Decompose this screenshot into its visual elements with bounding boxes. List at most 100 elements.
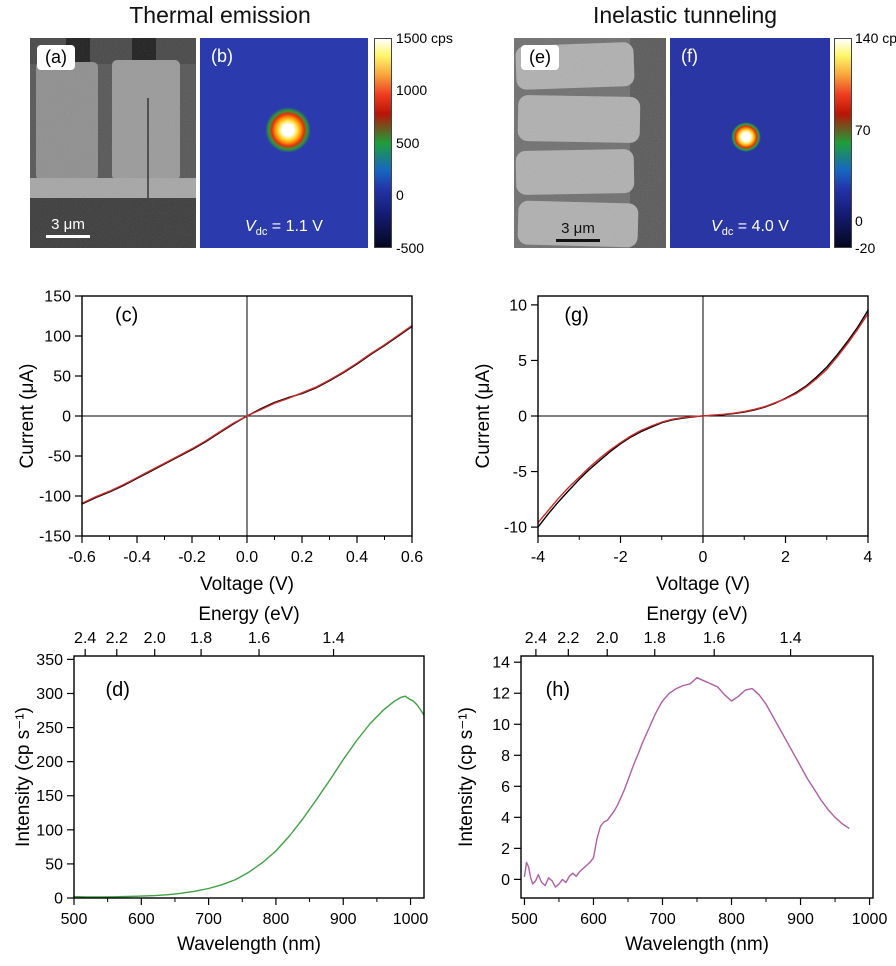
svg-text:1.6: 1.6 xyxy=(248,630,270,647)
svg-text:0.6: 0.6 xyxy=(401,549,423,566)
svg-text:0: 0 xyxy=(518,409,527,426)
panel-label-e: (e) xyxy=(521,45,559,70)
svg-text:1000: 1000 xyxy=(852,911,888,928)
colorbar-tick-label: 0 xyxy=(396,187,404,203)
panel-label-f: (f) xyxy=(681,46,698,66)
svg-text:700: 700 xyxy=(649,911,676,928)
sem-image-e: (e) 3 μm xyxy=(514,38,666,248)
svg-text:-0.6: -0.6 xyxy=(68,549,96,566)
bias-label-f: Vdc = 4.0 V xyxy=(670,218,830,238)
svg-text:Intensity (cp s⁻¹): Intensity (cp s⁻¹) xyxy=(13,707,34,847)
svg-text:1000: 1000 xyxy=(393,911,429,928)
svg-text:800: 800 xyxy=(718,911,745,928)
svg-text:150: 150 xyxy=(44,289,71,306)
svg-text:50: 50 xyxy=(45,856,63,873)
svg-text:-100: -100 xyxy=(39,489,71,506)
svg-text:(h): (h) xyxy=(546,679,570,701)
svg-text:Wavelength (nm): Wavelength (nm) xyxy=(177,934,321,955)
svg-text:1.8: 1.8 xyxy=(190,630,212,647)
scalebar-e-bar xyxy=(556,239,600,242)
bias-value: = 4.0 V xyxy=(733,217,789,235)
svg-text:2.4: 2.4 xyxy=(525,630,547,647)
spectrum-chart-thermal: 500 600 700 800 900 1000 0 50 100 150 200 250 300 350… xyxy=(13,604,429,955)
colorbar-tick-label: -500 xyxy=(396,240,425,256)
svg-text:Energy (eV): Energy (eV) xyxy=(646,604,747,625)
scalebar-a-bar xyxy=(46,235,90,238)
svg-text:0: 0 xyxy=(62,409,71,426)
svg-text:5: 5 xyxy=(518,353,527,370)
emission-spot-f xyxy=(729,120,763,154)
svg-text:-0.4: -0.4 xyxy=(123,549,151,566)
svg-text:-0.2: -0.2 xyxy=(178,549,206,566)
svg-text:500: 500 xyxy=(61,911,88,928)
scalebar-e: 3 μm xyxy=(556,220,600,242)
svg-text:Wavelength (nm): Wavelength (nm) xyxy=(625,934,769,955)
column-title-inelastic: Inelastic tunneling xyxy=(592,2,778,28)
svg-text:0: 0 xyxy=(699,549,708,566)
bias-symbol: V xyxy=(245,217,256,235)
svg-text:1.8: 1.8 xyxy=(644,630,666,647)
svg-text:0.2: 0.2 xyxy=(291,549,313,566)
colorbar-tick-label: -20 xyxy=(855,240,876,256)
colorbar-thermal xyxy=(374,38,392,248)
svg-text:-5: -5 xyxy=(513,464,527,481)
svg-text:0: 0 xyxy=(54,891,63,908)
svg-text:(c): (c) xyxy=(115,305,138,327)
svg-text:10: 10 xyxy=(509,297,527,314)
svg-text:250: 250 xyxy=(36,720,63,737)
svg-text:14: 14 xyxy=(492,655,510,672)
scalebar-e-text: 3 μm xyxy=(561,220,595,237)
svg-text:1.4: 1.4 xyxy=(779,630,801,647)
svg-text:600: 600 xyxy=(128,911,155,928)
svg-text:4: 4 xyxy=(864,549,873,566)
spectrum-chart-inelastic: 500 600 700 800 900 1000 0 2 4 6 8 10 12 14 2.4 2.2 2.0 1… xyxy=(456,604,888,955)
panel-label-a: (a) xyxy=(37,45,75,70)
svg-text:0: 0 xyxy=(501,872,510,889)
svg-text:50: 50 xyxy=(53,369,71,386)
svg-text:8: 8 xyxy=(501,748,510,765)
svg-text:Intensity (cp s⁻¹): Intensity (cp s⁻¹) xyxy=(456,707,477,847)
svg-text:2.2: 2.2 xyxy=(557,630,579,647)
emission-map-f: (f) Vdc = 4.0 V xyxy=(670,38,830,248)
svg-text:1.4: 1.4 xyxy=(322,630,344,647)
svg-text:-4: -4 xyxy=(531,549,545,566)
svg-text:Energy (eV): Energy (eV) xyxy=(198,604,299,625)
svg-text:10: 10 xyxy=(492,717,510,734)
colorbar-thermal-labels: 1500 cps 1000 500 0 -500 xyxy=(396,30,466,256)
svg-text:300: 300 xyxy=(36,686,63,703)
sem-graphic-e xyxy=(514,38,666,248)
column-title-thermal: Thermal emission xyxy=(129,2,311,28)
svg-text:-50: -50 xyxy=(48,449,71,466)
svg-text:12: 12 xyxy=(492,686,510,703)
svg-text:200: 200 xyxy=(36,754,63,771)
svg-text:2.0: 2.0 xyxy=(144,630,166,647)
colorbar-tick-label: 1000 xyxy=(396,82,428,98)
scalebar-a-text: 3 μm xyxy=(51,216,85,233)
colorbar-tick-label: 500 xyxy=(396,135,420,151)
svg-text:-2: -2 xyxy=(613,549,627,566)
svg-text:500: 500 xyxy=(511,911,538,928)
svg-text:2.2: 2.2 xyxy=(106,630,128,647)
svg-text:800: 800 xyxy=(263,911,290,928)
svg-text:100: 100 xyxy=(44,329,71,346)
svg-text:2: 2 xyxy=(501,841,510,858)
svg-text:900: 900 xyxy=(787,911,814,928)
iv-chart-inelastic: -4 -2 0 2 4 -10 -5 0 5 10 Voltage (V) Current (μA) (… xyxy=(473,295,873,595)
emission-map-b: (b) Vdc = 1.1 V xyxy=(200,38,368,248)
svg-text:600: 600 xyxy=(580,911,607,928)
colorbar-tick-label: 0 xyxy=(855,213,863,229)
svg-text:4: 4 xyxy=(501,810,510,827)
colorbar-tick-label: 1500 cps xyxy=(396,30,453,46)
svg-text:1.6: 1.6 xyxy=(703,630,725,647)
bias-subscript: dc xyxy=(721,226,734,238)
svg-text:Voltage (V): Voltage (V) xyxy=(200,574,294,595)
emission-spot-b xyxy=(262,104,314,156)
bias-symbol: V xyxy=(711,217,722,235)
svg-text:Current (μA): Current (μA) xyxy=(473,364,494,469)
colorbar-tick-label: 70 xyxy=(855,122,871,138)
svg-text:-150: -150 xyxy=(39,529,71,546)
colorbar-tunneling xyxy=(834,38,852,248)
svg-text:0.4: 0.4 xyxy=(346,549,368,566)
iv-chart-thermal: -0.6 -0.4 -0.2 0.0 0.2 0.4 0.6 -150 -100 -50 0 50 10… xyxy=(17,289,423,596)
